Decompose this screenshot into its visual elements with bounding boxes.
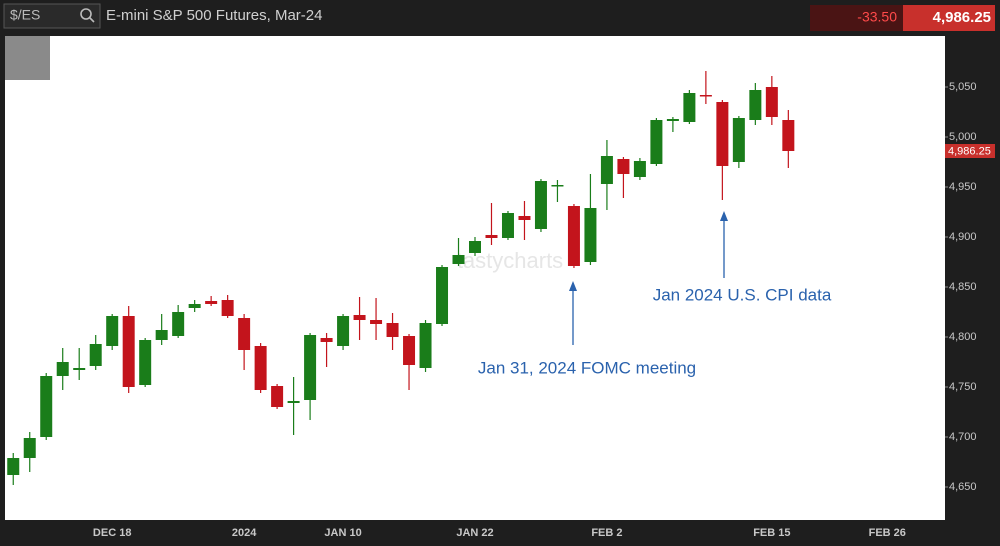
candle-body [254, 346, 267, 390]
candle-body [436, 267, 449, 324]
y-tick-label: 4,650 [949, 481, 977, 493]
change-box [810, 5, 903, 31]
y-tick-label: 4,900 [949, 231, 977, 243]
candle-body [155, 330, 168, 340]
candle-body [386, 323, 399, 337]
y-tick-label: 5,050 [949, 81, 977, 93]
candle-body [749, 90, 762, 120]
candle-body [485, 235, 498, 238]
candle-body [551, 185, 564, 187]
candle-body [666, 119, 679, 121]
annotation: Jan 2024 U.S. CPI data [653, 285, 832, 304]
annotation: Jan 31, 2024 FOMC meeting [478, 358, 696, 377]
candle-body [584, 208, 597, 262]
candle-body [221, 300, 234, 316]
candle-body [765, 87, 778, 117]
candle-body [106, 316, 119, 346]
candle-body [205, 301, 218, 304]
annotation-arrowhead [569, 281, 577, 291]
candle-body [650, 120, 663, 164]
x-tick-label: FEB 15 [753, 527, 790, 539]
symbol-input[interactable] [3, 3, 101, 29]
candle-body [518, 216, 531, 220]
candle-body [7, 458, 20, 475]
candle-body [403, 336, 416, 365]
candle-body [320, 338, 333, 342]
candle-body [567, 206, 580, 266]
candle-body [633, 161, 646, 177]
candle-body [600, 156, 613, 184]
y-tick-label: 4,950 [949, 181, 977, 193]
last-price-text: 4,986.25 [948, 145, 991, 157]
candle-body [419, 323, 432, 368]
search-icon-handle [89, 17, 95, 23]
panel-button[interactable] [5, 36, 50, 80]
candle-body [40, 376, 53, 437]
candle-body [271, 386, 284, 407]
candle-body [73, 368, 86, 370]
candle-body [501, 213, 514, 238]
change-text: -33.50 [857, 9, 897, 25]
y-tick-label: 4,750 [949, 381, 977, 393]
x-tick-label: DEC 18 [93, 527, 132, 539]
candle-body [469, 241, 481, 253]
candle-body [287, 401, 300, 403]
price-box [903, 5, 995, 31]
candle-body [699, 95, 712, 97]
annotation-arrowhead [720, 211, 728, 221]
candle-body [732, 118, 745, 162]
candle-body [452, 255, 465, 264]
candle-body [617, 159, 630, 174]
candle-body [122, 316, 135, 387]
candle-body [89, 344, 102, 366]
y-tick-label: 5,000 [949, 131, 977, 143]
x-tick-label: FEB 26 [869, 527, 906, 539]
candle-body [370, 320, 383, 324]
candle-body [337, 316, 350, 346]
candle-body [238, 318, 251, 350]
x-tick-label: JAN 22 [456, 527, 493, 539]
candle-body [353, 315, 366, 320]
search-icon[interactable] [80, 8, 92, 20]
plot-area [5, 36, 945, 520]
instrument-title: E-mini S&P 500 Futures, Mar-24 [106, 7, 322, 24]
x-tick-label: JAN 10 [324, 527, 361, 539]
candle-body [782, 120, 795, 151]
symbol-text: $/ES [10, 7, 40, 23]
candle-body [683, 93, 696, 122]
candle-body [716, 102, 729, 166]
x-tick-label: FEB 2 [591, 527, 622, 539]
candle-body [23, 438, 36, 458]
y-tick-label: 4,850 [949, 281, 977, 293]
candle-body [139, 340, 152, 385]
y-tick-label: 4,800 [949, 331, 977, 343]
candle-body [534, 181, 547, 229]
y-tick-label: 4,700 [949, 431, 977, 443]
last-price-clip: 4,986.25 [948, 145, 991, 157]
x-tick-label: 2024 [232, 527, 257, 539]
candle-body [304, 335, 317, 400]
candle-body [188, 304, 201, 308]
candle-body [56, 362, 69, 376]
price-text: 4,986.25 [933, 9, 991, 26]
last-price-badge [945, 144, 995, 158]
candle-body [172, 312, 185, 336]
